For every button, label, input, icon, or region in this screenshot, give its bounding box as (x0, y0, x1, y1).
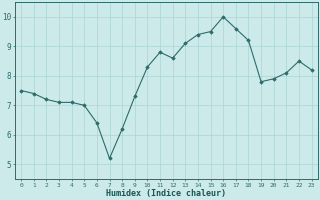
X-axis label: Humidex (Indice chaleur): Humidex (Indice chaleur) (106, 189, 226, 198)
